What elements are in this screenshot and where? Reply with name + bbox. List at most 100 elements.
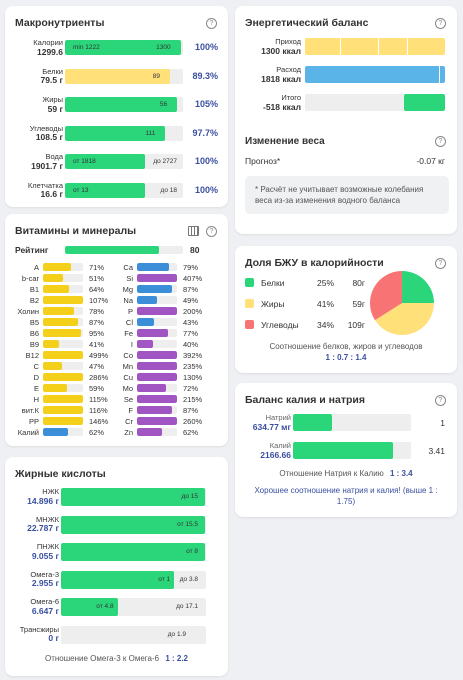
vitamin-bar-fill [137,351,177,359]
vitamin-percent: 87% [183,406,199,415]
vitamin-bar-fill [137,329,168,337]
kna-bar-fill [293,442,394,459]
fatty-acids-title: Жирные кислоты [15,468,106,480]
vitamin-bar [137,384,177,392]
macro-bar-fill [65,154,146,169]
macro-label: Углеводы 108.5 г [13,124,63,143]
vitamin-percent: 64% [89,285,105,294]
vitamin-row: Fe 77% [105,328,210,339]
fat-value: 22.787 г [27,523,59,533]
macro-bar: 89 [65,68,183,84]
help-icon[interactable]: ? [206,226,217,237]
fat-name: МНЖК [36,514,59,524]
vitamin-name: PP [28,417,39,426]
vitamin-row: Co 392% [105,350,210,361]
vitamin-percent: 49% [183,296,199,305]
fat-name: Трансжиры [19,624,59,634]
macro-value: 1901.7 г [31,160,63,171]
weight-note: * Расчёт не учитывает возможные колебани… [245,176,449,214]
vitamins-card: Витамины и минералы ? Рейтинг 80 A 71% b-c… [5,214,228,446]
fat-value: 0 г [48,633,59,643]
pie-slice-0 [402,271,434,303]
vitamin-bar-fill [137,296,157,304]
kna-bar [293,414,411,431]
vitamin-bar [137,285,177,293]
vitamin-bar-fill [43,373,83,381]
vitamin-bar [43,340,83,348]
vitamin-row: Zn 62% [105,427,210,438]
vitamin-bar [137,417,177,425]
bju-grams: 109г [347,320,365,330]
omega-ratio-value: 1 : 2.2 [165,654,188,663]
vitamins-title: Витамины и минералы [15,225,137,237]
fat-bar: до 1.9 [61,625,206,644]
macro-name: Вода [45,152,63,161]
macro-bar: 111 [65,125,183,141]
fat-limit: до 1.9 [167,630,186,638]
vitamin-name: B2 [29,296,39,305]
vitamin-row: b-car 51% [11,273,116,284]
fat-limit: от 8 [186,548,198,555]
vitamin-percent: 41% [89,340,105,349]
bju-color-swatch [245,320,254,329]
help-icon[interactable]: ? [435,136,446,147]
vitamin-percent: 51% [89,274,105,283]
vitamin-bar [43,329,83,337]
vitamin-row: Mo 72% [105,383,210,394]
macro-label: Калории 1299.6 [13,38,63,57]
macro-bar-fill [65,40,181,55]
macro-target: до 2727 [153,158,177,165]
forecast-value: -0.07 кг [416,156,445,166]
vitamin-percent: 130% [183,373,203,382]
vitamin-bar [137,318,177,326]
macro-label: Клетчатка 16.6 г [13,180,63,200]
rating-bar [65,246,183,254]
vitamin-bar [43,307,83,315]
fat-bar: от 15.5 [61,515,206,534]
vitamin-row: B2 107% [11,295,116,306]
vitamin-name: Cr [125,417,133,426]
vitamin-percent: 71% [89,263,105,272]
vitamin-bar [43,395,83,403]
vitamin-row: B12 499% [11,350,116,361]
fat-limit: от 15.5 [177,520,198,528]
bju-percent: 34% [317,320,335,330]
vitamin-bar [137,296,177,304]
kna-ratio-value: 1 : 3.4 [389,469,413,478]
fat-value: 6.647 г [31,605,59,616]
forecast-label: Прогноз* [245,156,281,166]
fat-bar: от 4.8 до 17.1 [61,598,206,616]
vitamin-percent: 62% [183,428,199,437]
vitamin-row: B9 41% [11,339,116,350]
help-icon[interactable]: ? [435,258,446,269]
vitamin-percent: 200% [183,307,203,316]
vitamin-percent: 79% [183,263,199,272]
vitamin-bar-fill [137,263,169,271]
vitamin-row: B6 95% [11,328,116,339]
kna-number: 1 [440,418,445,428]
help-icon[interactable]: ? [206,18,217,29]
kna-name: Натрий [265,413,291,422]
fat-max: до 3.8 [179,575,198,583]
vitamin-row: Si 407% [105,273,210,284]
table-icon[interactable] [188,226,199,236]
vitamin-bar [43,296,83,304]
macro-percent: 100% [194,156,218,166]
vitamin-row: B5 87% [11,317,116,328]
vitamin-bar [137,362,177,370]
help-icon[interactable]: ? [435,395,446,406]
vitamin-row: D 286% [11,372,116,383]
macro-target: 1300 [156,44,171,51]
kna-comment: Хорошее соотношение натрия и калия! (выш… [254,486,438,506]
energy-bar-fill [404,94,445,111]
macro-name: Калории [33,38,63,47]
bju-pie-chart [370,271,434,335]
fat-bar-fill [61,515,205,534]
macro-name: Клетчатка [27,180,63,190]
help-icon[interactable]: ? [435,18,446,29]
macro-name: Жиры [42,95,63,104]
energy-name: Приход [275,37,301,46]
fat-bar: от 8 [61,543,206,561]
fat-min: от 1 [158,575,171,583]
energy-bar-fill [305,66,445,83]
